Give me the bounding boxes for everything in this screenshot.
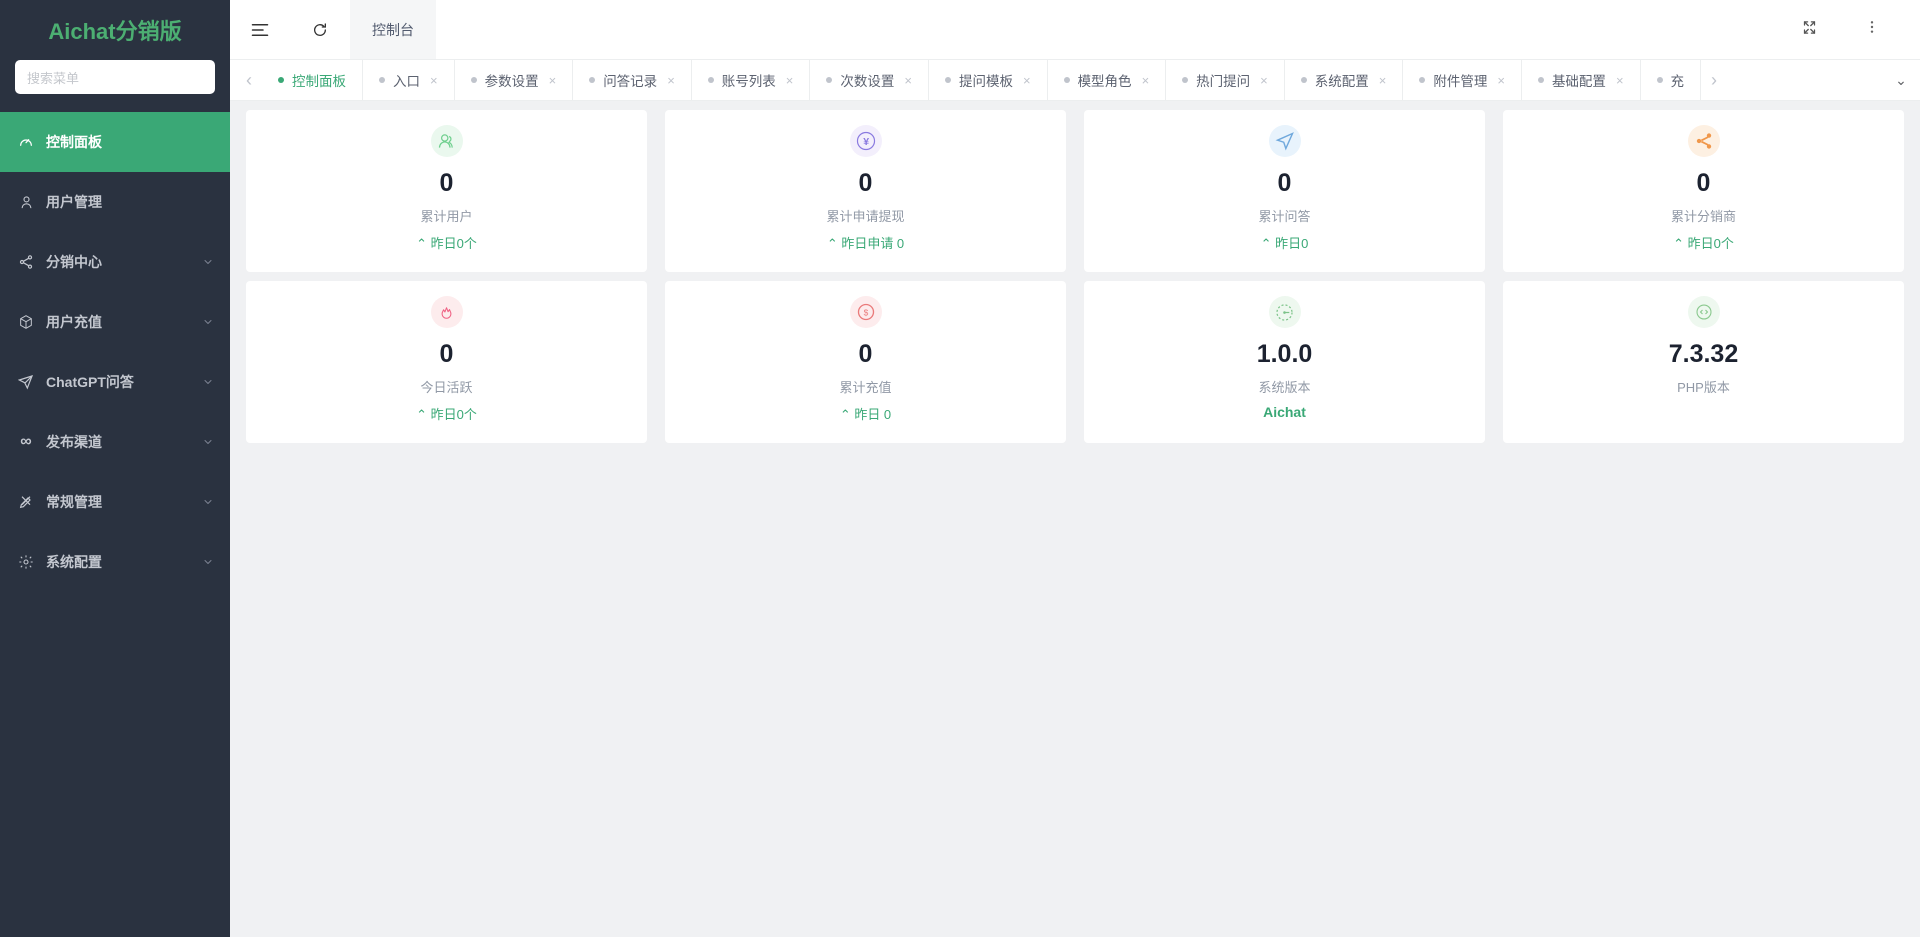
svg-text:¥: ¥ [863, 136, 869, 148]
svg-text:$: $ [863, 307, 868, 317]
